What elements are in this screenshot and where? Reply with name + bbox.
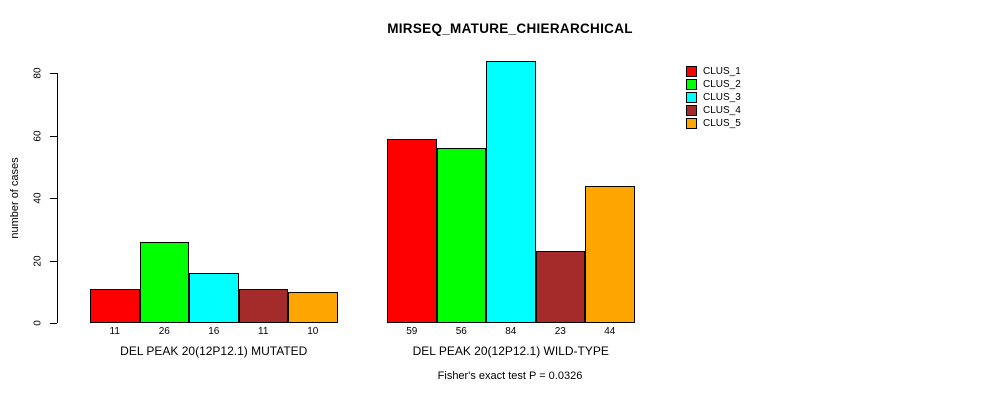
bar-value-label: 84: [505, 326, 517, 337]
legend-item-label: CLUS_1: [703, 66, 741, 77]
y-tick-mark: [50, 323, 57, 324]
bar-value-label: 11: [258, 326, 269, 337]
chart-title: MIRSEQ_MATURE_CHIERARCHICAL: [387, 21, 633, 36]
legend-swatch-icon: [686, 66, 697, 77]
legend-item-clus_5: CLUS_5: [686, 117, 741, 130]
legend-item-clus_3: CLUS_3: [686, 91, 741, 104]
legend-item-label: CLUS_4: [703, 105, 741, 116]
y-tick-label: 80: [32, 67, 44, 79]
legend-item-label: CLUS_5: [703, 118, 741, 129]
bar-clus_1-2: [387, 138, 437, 323]
bar-value-label: 23: [554, 326, 566, 337]
fisher-test-annotation: Fisher's exact test P = 0.0326: [437, 370, 583, 382]
bar-clus_4-2: [535, 251, 585, 323]
y-tick-label: 40: [32, 192, 44, 204]
group-label-1: DEL PEAK 20(12P12.1) MUTATED: [120, 344, 308, 358]
legend-item-clus_2: CLUS_2: [686, 78, 741, 91]
bar-value-label: 59: [406, 326, 418, 337]
legend-item-label: CLUS_3: [703, 92, 741, 103]
y-tick-mark: [50, 260, 57, 262]
y-tick-mark: [50, 135, 57, 137]
y-tick-label: 0: [32, 320, 44, 326]
bar-value-label: 44: [604, 326, 616, 337]
y-tick-label: 60: [32, 129, 44, 142]
legend: CLUS_1 CLUS_2 CLUS_3 CLUS_4 CLUS_5: [686, 65, 741, 130]
bar-clus_5-2: [585, 185, 635, 323]
bar-value-label: 16: [208, 326, 220, 337]
bar-clus_4-1: [238, 288, 288, 323]
y-tick-label: 20: [32, 254, 44, 267]
bar-clus_1-1: [90, 288, 140, 323]
legend-item-clus_1: CLUS_1: [686, 65, 741, 78]
legend-swatch-icon: [686, 92, 697, 103]
y-tick-mark: [50, 198, 57, 199]
bar-value-label: 10: [307, 326, 319, 337]
bar-clus_2-1: [139, 241, 189, 323]
y-axis-label: number of cases: [9, 157, 21, 239]
bar-value-label: 11: [109, 326, 120, 337]
bar-clus_5-1: [288, 291, 338, 323]
legend-swatch-icon: [686, 105, 697, 116]
bar-clus_2-2: [436, 148, 486, 323]
bar-clus_3-1: [189, 273, 239, 323]
legend-swatch-icon: [686, 79, 697, 90]
legend-item-label: CLUS_2: [703, 79, 741, 90]
y-axis-line: [57, 73, 58, 323]
legend-item-clus_4: CLUS_4: [686, 104, 741, 117]
y-tick-mark: [50, 73, 57, 74]
bar-value-label: 56: [455, 326, 467, 337]
bar-clus_3-2: [486, 60, 536, 323]
group-label-2: DEL PEAK 20(12P12.1) WILD-TYPE: [412, 344, 609, 358]
legend-swatch-icon: [686, 118, 697, 129]
bar-value-label: 26: [158, 326, 170, 337]
